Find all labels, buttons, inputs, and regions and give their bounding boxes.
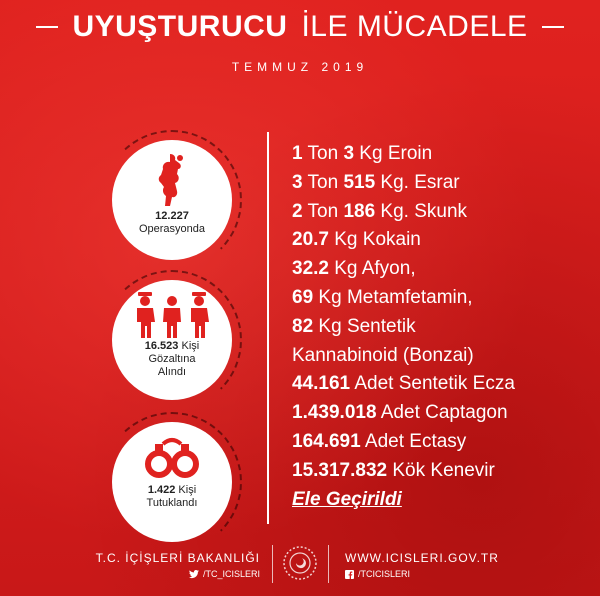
seizure-text: Kg Metamfetamin, bbox=[313, 286, 473, 308]
seizure-quantity: 3 bbox=[292, 171, 303, 193]
title-rule-left bbox=[36, 26, 59, 28]
seizure-quantity: 1.439.018 bbox=[292, 402, 377, 424]
title-rule-right bbox=[541, 26, 564, 28]
seizure-quantity: 15.317.832 bbox=[292, 459, 388, 481]
seizure-quantity: 69 bbox=[292, 286, 314, 308]
seizure-quantity: 32.2 bbox=[292, 258, 329, 280]
page-subtitle: TEMMUZ 2019 bbox=[231, 60, 369, 74]
seized-label: Ele Geçirildi bbox=[292, 488, 402, 510]
seizure-text: Ton bbox=[302, 200, 344, 222]
seizure-text: Adet Sentetik Ecza bbox=[350, 373, 515, 395]
dashed-ring bbox=[102, 270, 242, 410]
header: UYUŞTURUCU İLE MÜCADELE TEMMUZ 2019 bbox=[0, 10, 600, 74]
seizure-item: 82 Kg Sentetik bbox=[292, 313, 592, 342]
seizure-item: 44.161 Adet Sentetik Ecza bbox=[292, 370, 592, 399]
seizure-text: Ton bbox=[302, 143, 344, 164]
footer-right: WWW.ICISLERI.GOV.TR /TCICISLERI bbox=[345, 551, 499, 579]
seizure-item: 1 Ton 3 Kg Eroin bbox=[292, 140, 592, 169]
seizure-item: 15.317.832 Kök Kenevir bbox=[292, 457, 592, 486]
seizure-quantity: 515 bbox=[343, 171, 376, 193]
page-title: UYUŞTURUCU İLE MÜCADELE bbox=[36, 10, 564, 44]
footer-divider-right bbox=[328, 545, 329, 583]
seizure-list: 1 Ton 3 Kg Eroin 3 Ton 515 Kg. Esrar 2 Ton… bbox=[292, 140, 592, 514]
seizure-item: Kannabinoid (Bonzai) bbox=[292, 342, 592, 371]
website[interactable]: WWW.ICISLERI.GOV.TR bbox=[345, 551, 499, 565]
facebook-icon bbox=[345, 569, 354, 579]
seizure-text: Kannabinoid (Bonzai) bbox=[292, 344, 474, 366]
seizure-quantity: 20.7 bbox=[292, 229, 329, 251]
seizure-text: Adet Captagon bbox=[376, 402, 508, 424]
seizure-item: 32.2 Kg Afyon, bbox=[292, 255, 592, 284]
seizure-text: Kg. Skunk bbox=[375, 200, 468, 222]
stat-arrested: 1.422 Kişi Tutuklandı bbox=[102, 412, 242, 552]
seizure-item: 1.439.018 Adet Captagon bbox=[292, 399, 592, 428]
twitter-handle-text: /TC_ICISLERI bbox=[202, 569, 260, 579]
twitter-icon bbox=[188, 569, 199, 578]
seizure-quantity: 186 bbox=[343, 200, 376, 222]
twitter-handle[interactable]: /TC_ICISLERI bbox=[96, 569, 260, 579]
dashed-ring bbox=[102, 130, 242, 270]
seizure-quantity: 164.691 bbox=[292, 430, 361, 452]
seizure-text: Kg Sentetik bbox=[313, 315, 416, 337]
seizure-text: Kg. Esrar bbox=[375, 171, 460, 193]
ministry-emblem-icon bbox=[283, 546, 317, 580]
seizure-text: Kök Kenevir bbox=[387, 459, 495, 481]
seizure-item: 2 Ton 186 Kg. Skunk bbox=[292, 198, 592, 227]
facebook-handle[interactable]: /TCICISLERI bbox=[345, 569, 499, 579]
title-bold: UYUŞTURUCU bbox=[72, 10, 288, 43]
seizure-quantity: 44.161 bbox=[292, 373, 351, 395]
seizure-item: 164.691 Adet Ectasy bbox=[292, 428, 592, 457]
footer-left: T.C. İÇİŞLERİ BAKANLIĞI /TC_ICISLERI bbox=[96, 551, 260, 579]
vertical-divider bbox=[267, 132, 269, 524]
seizure-text: Ton bbox=[302, 171, 344, 193]
ministry-name: T.C. İÇİŞLERİ BAKANLIĞI bbox=[95, 551, 260, 565]
seizure-quantity: 1 bbox=[292, 143, 303, 164]
facebook-handle-text: /TCICISLERI bbox=[358, 569, 411, 579]
seizure-quantity: 3 bbox=[343, 143, 355, 164]
stat-detained: 16.523 Kişi Gözaltına Alındı bbox=[102, 270, 242, 410]
footer: T.C. İÇİŞLERİ BAKANLIĞI /TC_ICISLERI WWW… bbox=[0, 543, 600, 589]
title-thin: İLE MÜCADELE bbox=[301, 10, 528, 43]
dashed-ring bbox=[102, 412, 242, 552]
seizure-quantity: 2 bbox=[292, 200, 303, 222]
seizure-item: 3 Ton 515 Kg. Esrar bbox=[292, 169, 592, 198]
seizure-text: Kg Afyon, bbox=[328, 258, 416, 280]
seizure-text: Kg Kokain bbox=[328, 229, 421, 251]
footer-divider-left bbox=[272, 545, 273, 583]
seizure-quantity: 82 bbox=[292, 315, 314, 337]
seizure-text: Adet Ectasy bbox=[360, 430, 467, 452]
stat-operations: 12.227 Operasyonda bbox=[102, 130, 242, 270]
seizure-item: 20.7 Kg Kokain bbox=[292, 226, 592, 255]
seizure-text: Kg Eroin bbox=[354, 143, 433, 164]
seizure-item: 69 Kg Metamfetamin, bbox=[292, 284, 592, 313]
